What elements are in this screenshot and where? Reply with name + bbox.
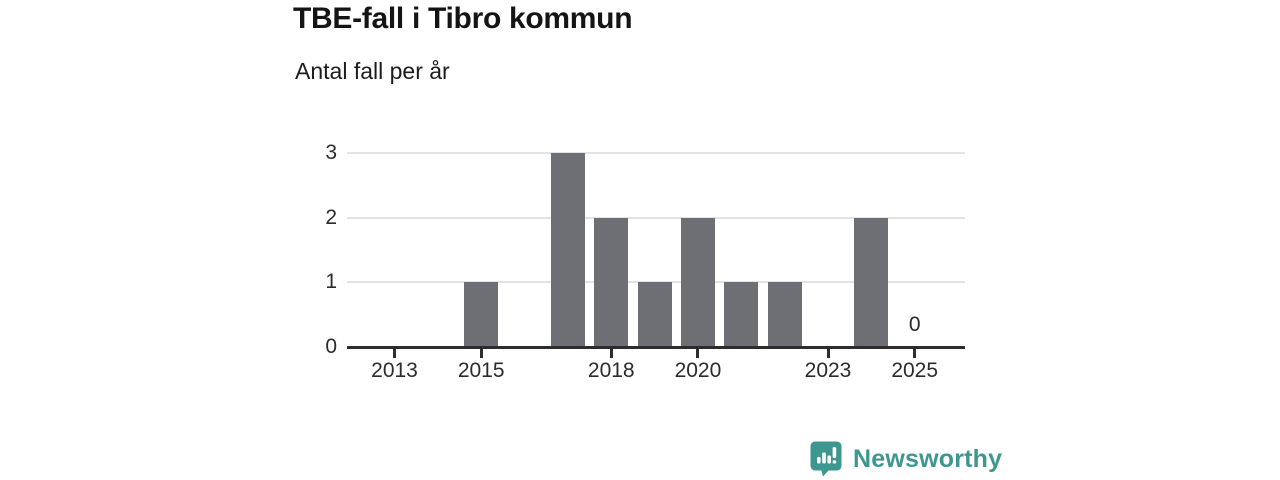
x-tick-2025 <box>913 349 917 358</box>
x-tick-label-2013: 2013 <box>371 359 418 382</box>
value-label-2025: 0 <box>908 313 921 336</box>
x-tick-2015 <box>479 349 483 358</box>
x-tick-label-2018: 2018 <box>587 359 635 382</box>
bar-2024 <box>854 217 889 347</box>
chart-title: TBE-fall i Tibro kommun <box>293 2 633 35</box>
brand-name: Newsworthy <box>853 444 1003 473</box>
x-axis-line <box>347 346 965 349</box>
x-tick-label-2020: 2020 <box>674 359 722 382</box>
newsworthy-logo-icon <box>810 441 842 477</box>
y-tick-label-2: 2 <box>325 205 337 229</box>
x-tick-label-2023: 2023 <box>804 359 852 382</box>
x-tick-label-2015: 2015 <box>457 359 505 382</box>
x-tick-2020 <box>696 349 700 358</box>
y-tick-label-1: 1 <box>325 270 337 294</box>
bar-2017 <box>550 152 585 347</box>
x-tick-label-2025: 2025 <box>891 359 939 382</box>
bar-2022 <box>767 282 802 347</box>
chart-subtitle: Antal fall per år <box>295 58 450 84</box>
bar-2018 <box>594 217 629 347</box>
y-tick-label-0: 0 <box>325 335 337 358</box>
gridline-2 <box>347 216 965 219</box>
x-tick-2013 <box>393 349 396 358</box>
gridline-3 <box>347 151 965 154</box>
x-tick-2023 <box>826 349 830 358</box>
bar-2015 <box>464 282 499 347</box>
bar-2019 <box>637 282 672 347</box>
brand-footer: Newsworthy <box>810 441 1002 477</box>
bar-2021 <box>724 282 759 347</box>
bar-2020 <box>680 217 715 347</box>
y-tick-label-3: 3 <box>325 140 337 164</box>
x-tick-2018 <box>609 349 613 358</box>
